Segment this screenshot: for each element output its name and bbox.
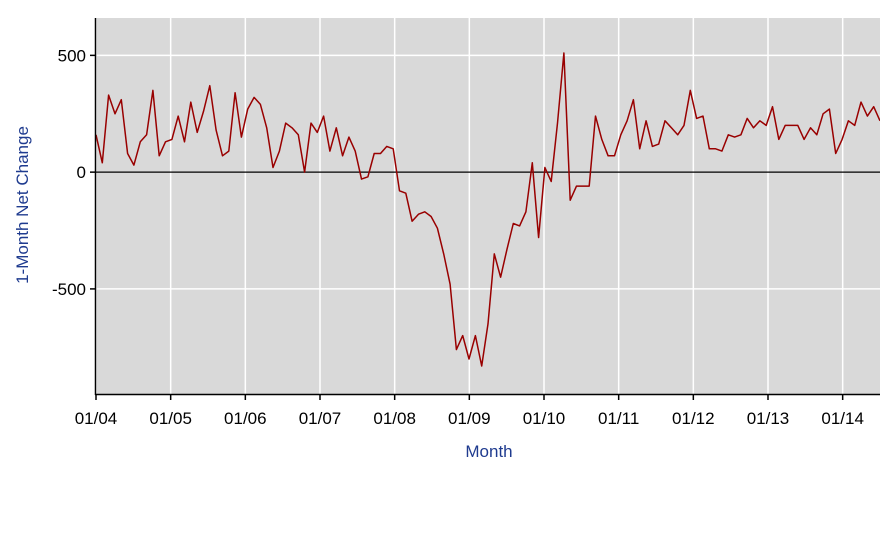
x-tick-label: 01/11 xyxy=(598,409,639,428)
x-tick-label: 01/12 xyxy=(672,409,715,428)
y-tick-label: -500 xyxy=(52,280,86,299)
x-axis-title: Month xyxy=(465,442,512,461)
x-axis: 01/04 01/05 01/06 01/07 01/08 01/09 01/10 01/11… xyxy=(75,394,864,428)
plot-area xyxy=(96,18,880,394)
x-tick-label: 01/14 xyxy=(821,409,864,428)
x-tick-label: 01/05 xyxy=(149,409,192,428)
y-tick-label: 500 xyxy=(58,46,86,65)
x-tick-label: 01/04 xyxy=(75,409,118,428)
y-axis: 500 0 -500 xyxy=(52,46,96,299)
x-tick-label: 01/06 xyxy=(224,409,267,428)
gridlines xyxy=(95,18,880,394)
series-line xyxy=(95,52,880,367)
x-tick-label: 01/10 xyxy=(523,409,566,428)
x-tick-label: 01/13 xyxy=(747,409,790,428)
x-tick-label: 01/08 xyxy=(373,409,416,428)
x-tick-label: 01/07 xyxy=(299,409,342,428)
y-axis-title: 1-Month Net Change xyxy=(13,126,32,284)
y-tick-label: 0 xyxy=(77,163,86,182)
x-tick-label: 01/09 xyxy=(448,409,491,428)
